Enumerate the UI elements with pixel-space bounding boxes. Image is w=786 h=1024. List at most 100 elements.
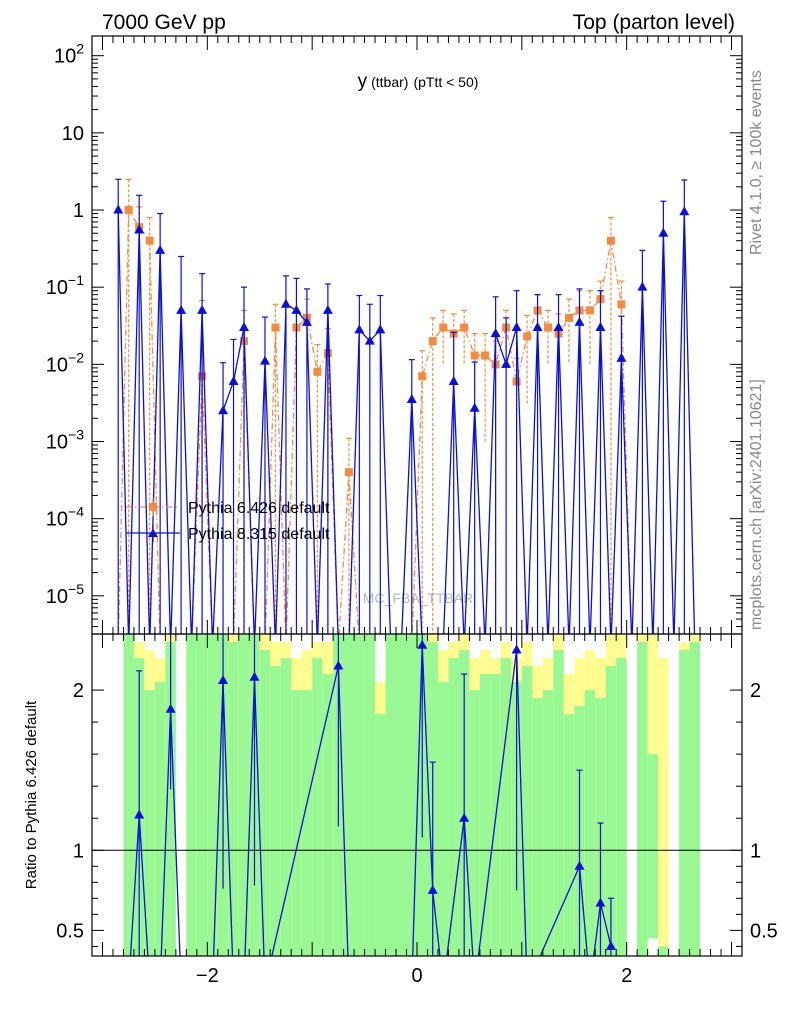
ratio-band-inner-7 (207, 634, 218, 956)
ratio-band-inner-18 (322, 674, 334, 956)
ratio-band-inner-12 (259, 650, 271, 956)
series-0-line (117, 207, 633, 634)
mcplots-credit-label: mcplots.cern.ch [arXiv:2401.10621] (748, 379, 765, 630)
series-1-point-50 (637, 281, 648, 291)
series-1-point-14 (259, 355, 270, 365)
ratio-band-inner-43 (584, 690, 596, 956)
ratio-band-inner-10 (238, 634, 250, 956)
series-0 (117, 178, 633, 634)
series-1-point-46 (595, 322, 606, 332)
series-0-point-48 (617, 300, 626, 309)
ratio-band-inner-45 (605, 666, 617, 956)
series-1-point-11 (228, 375, 239, 385)
ratio-band-inner-4 (165, 642, 176, 956)
chart-title: y (ttbar) (pTtt < 50) (358, 71, 479, 92)
main-y-tick-exponent: −4 (68, 504, 84, 520)
main-x-axis (101, 36, 733, 634)
series-1-point-52 (658, 227, 669, 237)
series-0-point-19 (313, 367, 322, 376)
series-0-point-1 (124, 206, 133, 215)
main-y-tick-label-5: 1 (73, 200, 84, 222)
series-1-point-54 (679, 206, 690, 216)
ratio-band-inner-3 (154, 682, 166, 956)
ratio-band-inner-33 (479, 674, 491, 956)
series-0-point-43 (565, 313, 574, 322)
main-y-tick-exponent: −2 (68, 349, 84, 365)
series-1-point-44 (574, 316, 585, 326)
series-1-point-38 (511, 322, 522, 332)
main-y-tick-label-7: 102 (54, 41, 84, 68)
title-sub-ttbar: (ttbar) (371, 74, 408, 90)
title-sub-cut: (pTtt < 50) (413, 74, 478, 90)
series-1-point-16 (280, 298, 291, 308)
ratio-point-4 (165, 703, 176, 713)
ratio-band-inner-25 (396, 634, 407, 956)
series-0-point-33 (460, 323, 469, 332)
ratio-axes: 0.5 0.5 1 1 2 2 −2 0 2 (56, 634, 778, 987)
ratio-band-inner-41 (563, 714, 575, 956)
ratio-point-20 (511, 644, 522, 654)
series-1-point-34 (469, 402, 480, 412)
header-left-label: 7000 GeV pp (102, 11, 226, 34)
series-0-point-47 (606, 236, 615, 245)
main-y-tick-label-6: 10 (62, 123, 84, 145)
ratio-point-7 (218, 674, 229, 684)
main-frame (91, 35, 743, 635)
ratio-series-line (129, 645, 612, 956)
title-main: y (358, 71, 368, 92)
ratio-band-inner-13 (270, 666, 281, 956)
series-0-point-35 (481, 351, 490, 360)
ratio-point-1 (134, 809, 145, 819)
ratio-band-inner-51 (689, 642, 701, 956)
ratio-point-10 (249, 671, 260, 681)
ratio-band-inner-16 (301, 690, 313, 956)
ratio-band-inner-38 (532, 698, 543, 956)
ratio-point-15 (417, 639, 428, 649)
ratio-band-inner-47 (637, 642, 648, 956)
ratio-band-inner-46 (616, 658, 627, 956)
series-1-point-4 (155, 244, 166, 254)
ratio-y-tick-label-right-1: 1 (750, 840, 761, 862)
ratio-band-inner-32 (469, 690, 480, 956)
ratio-y-tick-label-right-2: 2 (750, 680, 761, 702)
ratio-band-inner-2 (144, 690, 155, 956)
ratio-y-tick-label-left-2: 2 (73, 680, 84, 702)
main-y-tick-label-1: 10−4 (46, 504, 84, 531)
main-y-tick-exponent: 2 (76, 41, 84, 57)
main-y-tick-mantissa: 10 (54, 46, 76, 68)
series-1-point-8 (197, 304, 208, 314)
ratio-panel: 0.5 0.5 1 1 2 2 −2 0 2 Ratio to Pythia 6.426 def… (23, 633, 778, 987)
ratio-band-inner-0 (123, 634, 134, 956)
ratio-band-inner-39 (542, 690, 554, 956)
ratio-y-tick-label-left-1: 1 (73, 840, 84, 862)
ratio-band-inner-14 (280, 658, 292, 956)
ratio-band-inner-40 (553, 650, 564, 956)
series-1-point-0 (113, 204, 124, 214)
legend-marker-pythia6 (149, 503, 157, 511)
series-1-point-2 (134, 224, 145, 234)
legend-marker-pythia8 (148, 528, 158, 537)
main-y-tick-exponent: −3 (68, 426, 84, 442)
main-y-tick-exponent: −1 (68, 272, 84, 288)
legend-entry-pythia6: Pythia 6.426 default (126, 498, 330, 517)
main-y-tick-mantissa: 1 (73, 200, 84, 222)
series-1-point-23 (354, 324, 365, 334)
series-0-point-41 (544, 323, 553, 332)
ratio-band-inner-49 (658, 946, 669, 956)
series-1-point-28 (406, 394, 417, 404)
ratio-band-inner-24 (385, 634, 397, 956)
ratio-point-25 (605, 940, 616, 950)
series-0-point-45 (585, 306, 594, 315)
x-tick-label-1: 0 (411, 965, 422, 987)
ratio-band-inner-23 (375, 714, 386, 956)
main-y-tick-label-4: 10−1 (46, 272, 84, 299)
main-y-tick-label-2: 10−3 (46, 426, 84, 453)
ratio-point-22 (574, 860, 585, 870)
legend-label-pythia8: Pythia 8.315 default (188, 526, 330, 543)
series-0-point-22 (344, 468, 353, 477)
ratio-plot-area (92, 634, 742, 956)
ratio-point-12 (333, 660, 344, 670)
ratio-band-inner-5 (186, 634, 197, 956)
series-0-point-3 (145, 236, 154, 245)
